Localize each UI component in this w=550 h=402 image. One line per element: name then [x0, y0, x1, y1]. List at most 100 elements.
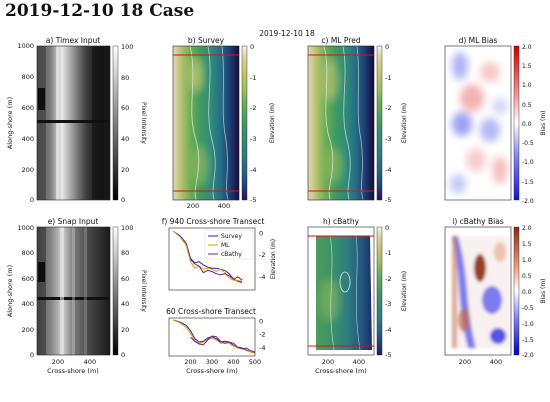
- ytick-label: -2: [259, 251, 265, 259]
- figure-title: 2019-12-10 18 Case: [5, 1, 195, 21]
- cbar-tick: 2.0: [522, 225, 532, 232]
- xtick-label: 400: [84, 358, 96, 366]
- legend: Survey ML cBathy: [204, 229, 254, 260]
- cbar-tick: 60: [121, 275, 129, 283]
- cbar-tick: -1.0: [522, 159, 534, 166]
- cbar-tick: 0: [121, 351, 125, 359]
- ytick-label: 600: [22, 275, 34, 283]
- cbar-tick: -1: [250, 74, 256, 82]
- cbar-tick: 0.0: [522, 121, 532, 128]
- colorbar-intensity: [112, 226, 119, 356]
- cbar-tick: -1.0: [522, 321, 534, 328]
- panel-a-title: a) Timex Input: [46, 36, 100, 45]
- cbar-tick: 0: [250, 43, 254, 51]
- cbar-tick: 40: [121, 135, 129, 143]
- xtick-label: 200: [459, 358, 471, 366]
- panel-h-xticks: 200 400: [322, 358, 365, 366]
- cbar-tick: 100: [121, 43, 133, 51]
- panel-cbathy: h) cBathy 200 400 Cross-shore (m) 0 -1 -…: [307, 217, 408, 375]
- cbar-tick: -2: [385, 275, 391, 283]
- cbar-tick: 20: [121, 166, 129, 174]
- colorbar-elevation: [376, 226, 383, 356]
- colorbar-label: Pixel Intensity: [140, 102, 147, 144]
- panel-timex-input: a) Timex Input 1000 800 600 400 200 0 Al…: [6, 36, 147, 204]
- panel-ml-bias: d) ML Bias 2.0 1.5 1.0 0.5 0.0 -0.5: [444, 36, 547, 205]
- cbar-tick: -0.5: [522, 140, 534, 147]
- cbar-tick: 0.5: [522, 273, 532, 280]
- elevation-ticks: 0 -1 -2 -3 -4 -5: [250, 43, 256, 204]
- colorbar-elevation: [241, 45, 248, 201]
- panel-c-title: c) ML Pred: [321, 36, 360, 45]
- ytick-label: -2: [259, 331, 265, 339]
- colorbar-elevation: [376, 45, 383, 201]
- cbar-tick: 100: [121, 224, 133, 232]
- ytick-label: -4: [259, 344, 265, 352]
- elevation-ticks: 0 -1 -2 -3 -4 -5: [385, 224, 391, 359]
- elevation-ticks: 0 -1 -2 -3 -4 -5: [385, 43, 391, 204]
- f1-yticks: 0 -2 -4: [259, 229, 265, 281]
- f2-xticks: 200 300 400 500: [184, 358, 261, 366]
- panel-h-title: h) cBathy: [323, 217, 360, 226]
- cbar-tick: -3: [385, 135, 391, 143]
- cbar-tick: -1.5: [522, 337, 534, 344]
- ytick-label: 0: [259, 317, 263, 325]
- cbar-tick: 1.0: [522, 82, 532, 89]
- ytick-label: 200: [22, 166, 34, 174]
- cbar-tick: 1.0: [522, 257, 532, 264]
- ytick-label: 0: [259, 229, 263, 237]
- colorbar-label: Bias (m): [540, 278, 547, 303]
- panel-survey: b) Survey 200 400 0 -1 -2 -3 -4 -5 Eleva…: [172, 36, 276, 210]
- colorbar-label: Bias (m): [540, 110, 547, 135]
- cbar-tick: 0: [385, 43, 389, 51]
- panel-transect-940: f) 940 Cross-shore Transect Survey ML cB…: [162, 217, 277, 291]
- panel-f1-title: f) 940 Cross-shore Transect: [162, 217, 265, 226]
- y-axis-label: Elevation (m): [270, 239, 277, 279]
- y-axis-label: Along-shore (m): [6, 97, 14, 149]
- cbar-tick: 20: [121, 326, 129, 334]
- cbar-tick: 0: [121, 196, 125, 204]
- cbar-tick: -2.0: [522, 352, 534, 359]
- xtick-label: 300: [206, 358, 218, 366]
- colorbar-intensity: [112, 45, 119, 201]
- xtick-label: 200: [322, 358, 334, 366]
- panel-b-xticks: 200 400: [187, 202, 230, 210]
- cbar-tick: -0.5: [522, 305, 534, 312]
- cbar-tick: -4: [385, 166, 391, 174]
- colorbar-bias: [513, 45, 520, 201]
- bias-ticks: 2.0 1.5 1.0 0.5 0.0 -0.5 -1.0 -1.5 -2.0: [522, 44, 534, 205]
- line-cbathy: [190, 335, 255, 353]
- x-axis-label: Cross-shore (m): [47, 367, 99, 375]
- x-axis-label: Cross-shore (m): [315, 367, 367, 375]
- line-ml: [172, 230, 243, 282]
- colorbar-label: Elevation (m): [401, 103, 408, 143]
- panel-i-xticks: 200 400: [459, 358, 502, 366]
- cbar-tick: -5: [385, 351, 391, 359]
- y-axis-label: Along-shore (m): [6, 265, 14, 317]
- xtick-label: 400: [227, 358, 239, 366]
- panel-e-yticks: 1000 800 600 400 200 0: [17, 224, 34, 359]
- cbar-tick: -2.0: [522, 198, 534, 205]
- x-axis-label: Cross-shore (m): [186, 367, 238, 375]
- cbar-tick: -4: [385, 326, 391, 334]
- cbar-tick: -2: [250, 104, 256, 112]
- plot-area-f2: [173, 319, 255, 354]
- cbar-tick: -1.5: [522, 179, 534, 186]
- cbar-tick: 80: [121, 249, 129, 257]
- panel-d-title: d) ML Bias: [459, 36, 498, 45]
- legend-ml: ML: [221, 242, 230, 249]
- cbar-tick: -3: [250, 135, 256, 143]
- cbar-tick: -2: [385, 104, 391, 112]
- cbar-tick: -4: [250, 166, 256, 174]
- ytick-label: 400: [22, 135, 34, 143]
- cbar-tick: 1.5: [522, 63, 532, 70]
- plot-area-f1: [172, 230, 243, 283]
- cbar-tick: -3: [385, 300, 391, 308]
- date-label: 2019-12-10 18: [259, 29, 315, 38]
- panel-f2-title: 60 Cross-shore Transect: [166, 307, 256, 316]
- ytick-label: -4: [259, 273, 265, 281]
- panel-transect-60: 60 Cross-shore Transect 0 -2 -4 200 300 400 5…: [166, 307, 265, 375]
- xtick-label: 200: [52, 358, 64, 366]
- ytick-label: 800: [22, 73, 34, 81]
- legend-survey: Survey: [221, 233, 242, 240]
